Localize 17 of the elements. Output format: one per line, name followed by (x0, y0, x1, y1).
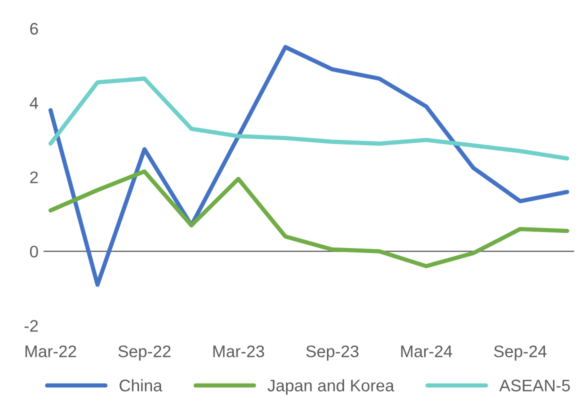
y-tick-label: 2 (30, 171, 38, 184)
legend-label: ASEAN-5 (499, 380, 570, 392)
line-series (48, 76, 570, 161)
y-tick-label: 6 (30, 22, 38, 35)
x-tick-label: Sep-24 (494, 345, 547, 361)
legend-label: China (120, 379, 162, 392)
x-tick-label: Mar-23 (213, 345, 264, 358)
x-tick-label: Mar-24 (401, 345, 452, 358)
x-tick-label: Sep-22 (118, 345, 171, 361)
x-tick-label: Sep-23 (306, 345, 358, 361)
y-tick-label: 4 (30, 97, 38, 109)
y-tick-label: -2 (24, 320, 38, 332)
line-series (48, 169, 570, 268)
line-series (48, 44, 570, 287)
x-tick-label: Mar-22 (26, 345, 76, 358)
legend-label: Japan and Korea (268, 379, 394, 395)
y-tick-label: 0 (30, 246, 38, 258)
